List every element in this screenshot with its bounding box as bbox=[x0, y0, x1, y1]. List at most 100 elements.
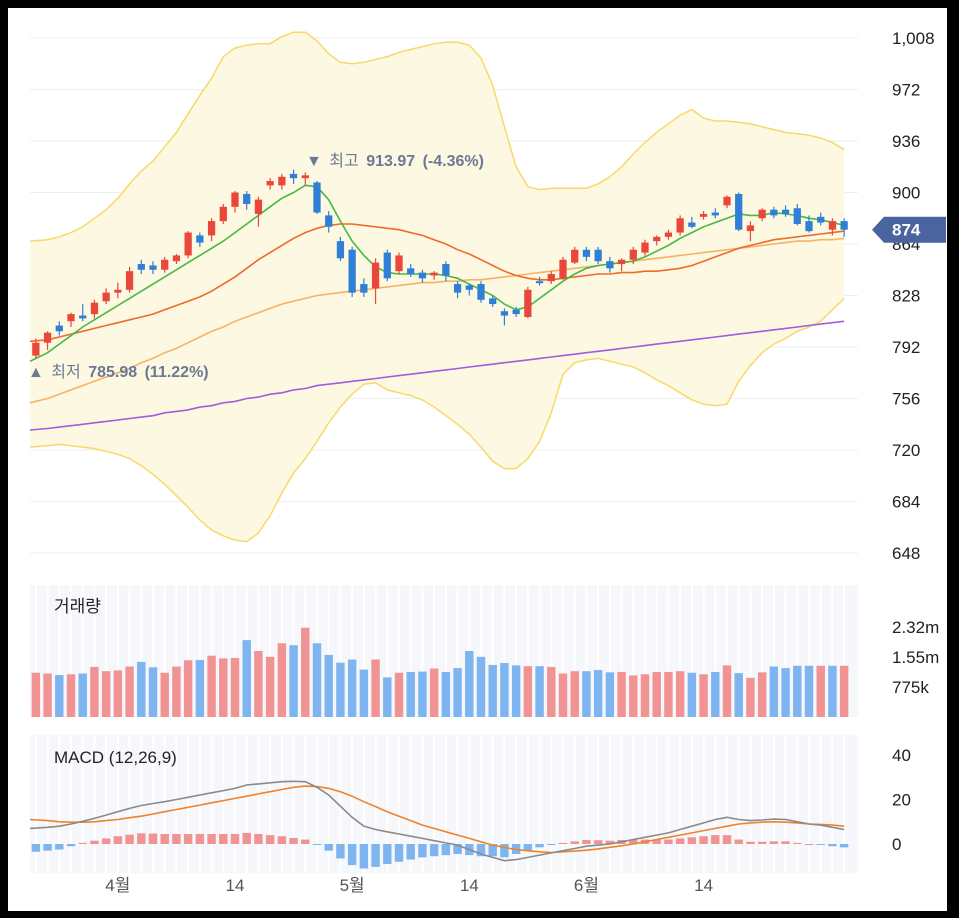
macd-histogram-bar bbox=[406, 844, 415, 860]
candle bbox=[325, 211, 333, 233]
volume-bar bbox=[359, 669, 369, 717]
bollinger-upper-line bbox=[29, 31, 845, 242]
candle-body bbox=[266, 181, 274, 186]
macd-histogram-bar bbox=[547, 844, 556, 845]
volume-bar bbox=[722, 665, 732, 717]
candle bbox=[395, 252, 403, 275]
macd-histogram-bar bbox=[31, 844, 41, 852]
candle-body bbox=[676, 218, 684, 233]
candle-body bbox=[161, 259, 169, 270]
candle bbox=[184, 231, 192, 259]
candle bbox=[383, 249, 391, 282]
candle bbox=[196, 232, 204, 247]
volume-bar bbox=[734, 673, 743, 717]
candle bbox=[676, 215, 684, 236]
macd-histogram-bar bbox=[629, 839, 638, 844]
macd-histogram-bar bbox=[500, 844, 509, 858]
low-annotation: ▲ 최저 785.98 (11.22%) bbox=[28, 363, 209, 381]
macd-histogram-bar bbox=[160, 833, 169, 844]
candle bbox=[828, 218, 837, 236]
candle bbox=[336, 236, 345, 262]
macd-histogram-bar bbox=[301, 839, 310, 844]
price-tick-label: 1,008 bbox=[892, 29, 935, 48]
candle bbox=[360, 278, 368, 297]
candle bbox=[219, 203, 227, 224]
candle-body bbox=[43, 332, 52, 343]
candle-body bbox=[254, 199, 263, 214]
candle bbox=[278, 173, 286, 190]
macd-histogram-bar bbox=[90, 840, 99, 844]
candle bbox=[711, 208, 719, 219]
candle-body bbox=[325, 215, 333, 227]
candle bbox=[571, 246, 579, 265]
volume-bar bbox=[476, 656, 486, 717]
macd-histogram-bar bbox=[195, 833, 205, 844]
candle-body bbox=[594, 249, 602, 262]
candle-body bbox=[360, 284, 368, 293]
candle-body bbox=[278, 176, 286, 186]
price-tick-label: 792 bbox=[892, 338, 920, 357]
candle bbox=[582, 246, 591, 262]
macd-histogram-bar bbox=[101, 838, 111, 844]
candle bbox=[817, 212, 825, 226]
macd-histogram-bar bbox=[441, 844, 451, 856]
candle bbox=[559, 256, 567, 280]
macd-histogram-bar bbox=[781, 841, 790, 844]
candle-body bbox=[641, 242, 649, 253]
volume-tick-label: 1.55m bbox=[892, 648, 939, 667]
candle bbox=[161, 256, 169, 273]
macd-tick-label: 20 bbox=[892, 791, 911, 810]
macd-histogram-bar bbox=[336, 844, 345, 859]
candle-body bbox=[535, 281, 544, 284]
candle-body bbox=[735, 193, 743, 230]
macd-histogram-bar bbox=[137, 833, 146, 844]
volume-bar bbox=[570, 671, 579, 717]
candle-body bbox=[79, 315, 87, 319]
volume-bar bbox=[429, 668, 439, 717]
macd-histogram-bar bbox=[535, 844, 544, 848]
candle bbox=[67, 312, 75, 327]
macd-histogram-bar bbox=[746, 841, 755, 844]
volume-bar bbox=[629, 675, 638, 717]
macd-histogram-bar bbox=[675, 838, 685, 844]
ma5-line bbox=[29, 184, 845, 363]
volume-bar bbox=[558, 673, 568, 717]
candle bbox=[805, 215, 813, 233]
macd-histogram-bar bbox=[183, 833, 193, 844]
macd-signal-line bbox=[29, 785, 845, 854]
volume-bar bbox=[640, 674, 650, 717]
macd-histogram-bar bbox=[230, 833, 240, 844]
candle bbox=[137, 259, 145, 275]
x-tick-label: 4월 bbox=[105, 876, 130, 895]
candle bbox=[641, 239, 649, 256]
volume-bar bbox=[793, 665, 802, 717]
candle-body bbox=[817, 216, 825, 223]
candle bbox=[617, 258, 626, 272]
volume-bar bbox=[195, 659, 205, 717]
macd-histogram-bar bbox=[558, 842, 568, 844]
macd-title: MACD (12,26,9) bbox=[54, 748, 177, 767]
candle-body bbox=[629, 249, 637, 260]
candle-body bbox=[793, 208, 801, 224]
candle-body bbox=[559, 259, 567, 279]
x-tick-label: 14 bbox=[460, 876, 479, 895]
high-prefix: 최고 bbox=[329, 152, 358, 170]
macd-histogram-bar bbox=[371, 844, 380, 867]
volume-tick-label: 775k bbox=[892, 678, 929, 697]
candle-body bbox=[664, 232, 673, 237]
macd-histogram-bar bbox=[699, 836, 708, 844]
ma120-line bbox=[29, 320, 845, 431]
candle-body bbox=[243, 193, 251, 204]
volume-bar bbox=[605, 672, 615, 717]
volume-bar bbox=[453, 668, 462, 717]
volume-bar bbox=[301, 627, 310, 717]
candle bbox=[125, 266, 134, 293]
candle bbox=[781, 205, 790, 217]
candle-body bbox=[407, 268, 415, 275]
price-tick-label: 900 bbox=[892, 184, 920, 203]
volume-bar bbox=[675, 671, 685, 717]
macd-tick-label: 0 bbox=[892, 835, 901, 854]
volume-bar bbox=[418, 671, 427, 717]
candle bbox=[547, 271, 555, 285]
